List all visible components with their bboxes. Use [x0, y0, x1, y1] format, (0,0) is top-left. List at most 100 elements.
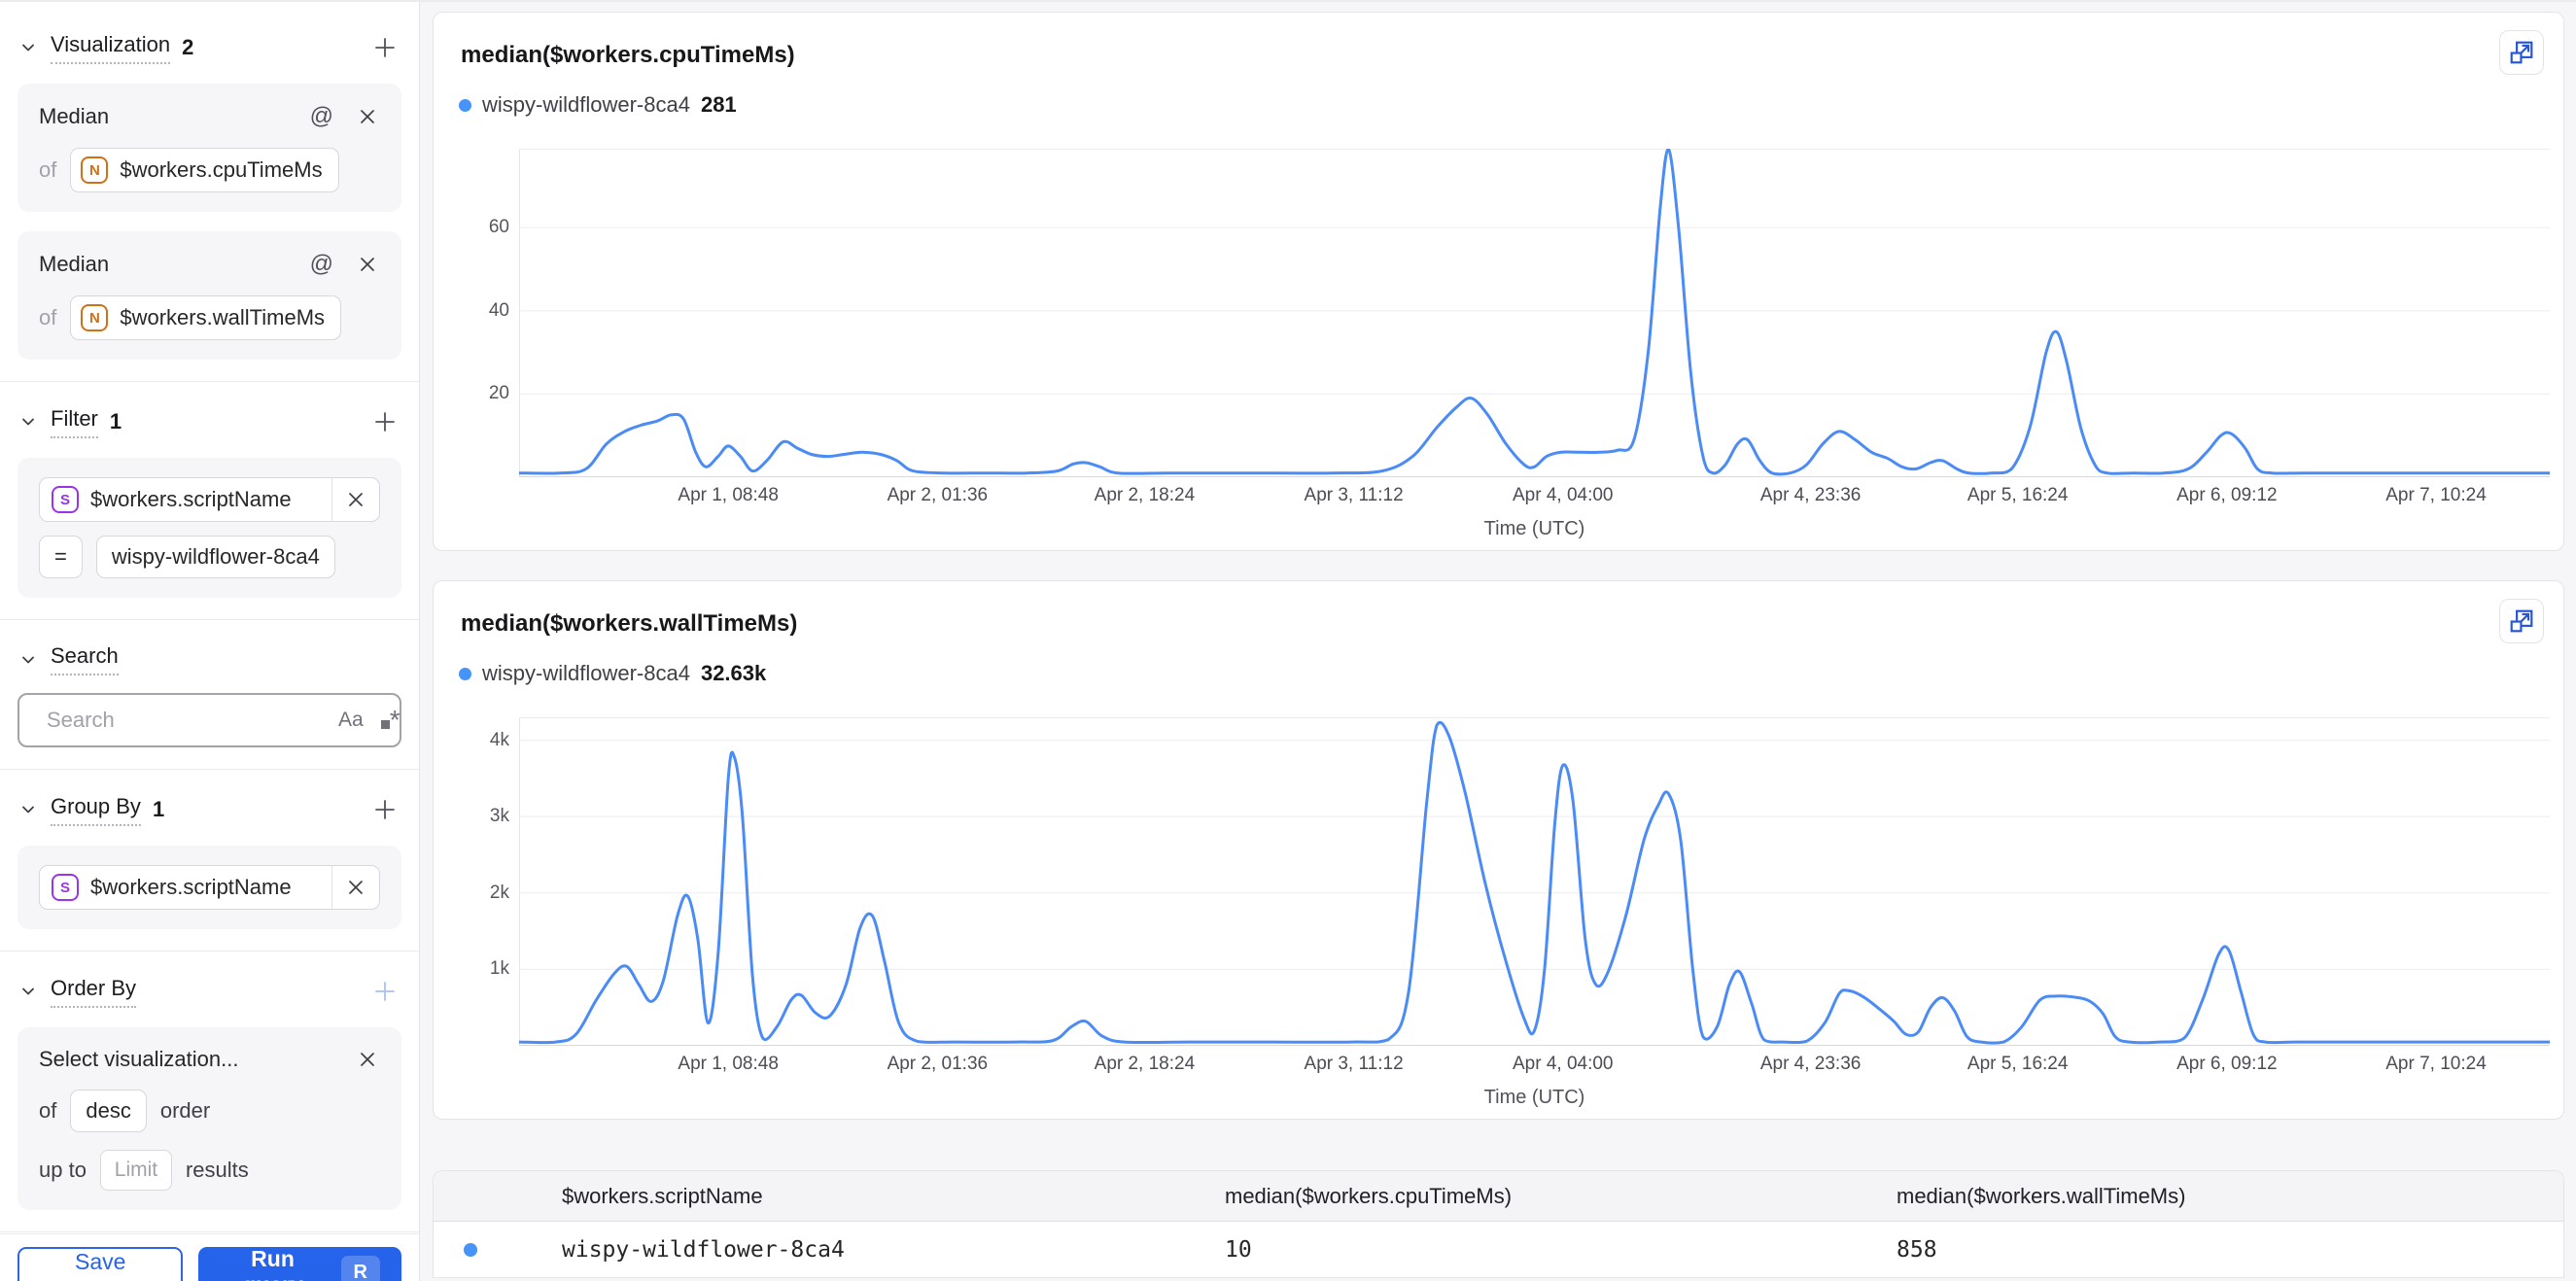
search-section-header[interactable]: Search: [17, 643, 401, 675]
number-field-icon: N: [81, 304, 109, 331]
filter-section-header[interactable]: Filter 1: [17, 405, 401, 438]
add-order-by-button-disabled[interactable]: [368, 975, 401, 1008]
remove-order-by-button[interactable]: [355, 1047, 380, 1072]
legend-series-dot: [459, 667, 471, 680]
expand-icon: [2510, 609, 2533, 633]
query-actions-footer: Save query Run query R: [0, 1233, 419, 1281]
remove-group-by-button[interactable]: [331, 866, 379, 909]
legend-series-name: wispy-wildflower-8ca4: [482, 661, 690, 685]
x-axis-tick-label: Apr 4, 04:00: [1512, 1054, 1614, 1074]
visualization-section-label: Visualization: [51, 32, 171, 64]
x-axis-tick-label: Apr 7, 10:24: [2385, 1054, 2487, 1074]
cell-script-name: wispy-wildflower-8ca4: [562, 1236, 845, 1263]
y-axis-tick-label: 40: [488, 299, 509, 321]
chevron-down-icon: [22, 806, 34, 814]
add-group-by-button[interactable]: [368, 793, 401, 826]
run-query-label: Run query: [242, 1246, 303, 1281]
group-by-section-label: Group By: [51, 794, 141, 826]
legend-series-value: 32.63k: [700, 661, 767, 685]
y-axis-tick-label: 1k: [489, 958, 509, 980]
chevron-down-icon: [22, 656, 34, 663]
y-axis-tick-label: 60: [488, 217, 509, 238]
chart-legend: wispy-wildflower-8ca4 32.63k: [457, 661, 2552, 686]
run-shortcut-badge: R: [340, 1255, 380, 1281]
x-axis-tick-label: Apr 2, 18:24: [1094, 1054, 1196, 1074]
series-line: [517, 720, 2552, 1045]
table-row[interactable]: wispy-wildflower-8ca4 10 858: [434, 1222, 2563, 1278]
cpu-time-chart-plot[interactable]: 20 40 60 Apr 1, 08:48 Apr 2, 01:36 Apr 2, 18:…: [489, 147, 2552, 505]
x-axis-tick-label: Apr 7, 10:24: [2385, 485, 2487, 505]
number-field-icon: N: [81, 156, 109, 184]
up-to-label: up to: [39, 1158, 87, 1182]
x-axis-tick-label: Apr 1, 08:48: [678, 1054, 779, 1074]
add-filter-button[interactable]: [368, 405, 401, 438]
filter-value[interactable]: wispy-wildflower-8ca4: [95, 536, 335, 578]
aggregate-function-label[interactable]: Median: [39, 252, 110, 276]
cell-median-cpu: 10: [1225, 1236, 1252, 1263]
column-header-script-name: $workers.scriptName: [562, 1183, 763, 1208]
x-axis-tick-label: Apr 4, 23:36: [1759, 485, 1862, 505]
chevron-down-icon: [22, 44, 34, 52]
aggregate-options-button[interactable]: @: [309, 103, 333, 129]
field-pill-cpu-time[interactable]: N $workers.cpuTimeMs: [70, 148, 339, 192]
field-name: $workers.cpuTimeMs: [120, 157, 323, 182]
run-query-button[interactable]: Run query R: [198, 1246, 401, 1281]
remove-filter-button[interactable]: [331, 478, 379, 521]
x-axis-tick-label: Apr 5, 16:24: [1967, 1054, 2069, 1074]
x-axis-title: Time (UTC): [1483, 1087, 1585, 1108]
string-field-icon: S: [52, 486, 79, 513]
close-icon: [349, 881, 363, 894]
y-axis-tick-label: 4k: [489, 729, 509, 750]
plus-icon: [375, 38, 395, 57]
column-header-median-cpu: median($workers.cpuTimeMs): [1225, 1183, 1513, 1208]
filter-count: 1: [109, 409, 122, 433]
chevron-down-icon: [22, 987, 34, 995]
of-label: of: [39, 157, 57, 182]
chart-canvas: [517, 717, 2552, 1046]
order-by-section-header[interactable]: Order By: [17, 975, 401, 1008]
visualization-section: Visualization 2 Median @ of N: [0, 2, 419, 382]
plus-icon: [375, 800, 395, 819]
aggregate-options-button[interactable]: @: [309, 251, 333, 277]
regex-icon[interactable]: *: [380, 707, 400, 734]
visualization-section-header[interactable]: Visualization 2: [17, 31, 401, 64]
filter-operator[interactable]: =: [39, 536, 83, 578]
search-section-label: Search: [51, 643, 119, 675]
chevron-down-icon: [22, 418, 34, 426]
x-axis-tick-label: Apr 6, 09:12: [2176, 485, 2278, 505]
x-axis-tick-label: Apr 4, 23:36: [1759, 1054, 1862, 1074]
legend-series-value: 281: [700, 92, 737, 117]
group-by-count: 1: [152, 797, 165, 821]
visualization-card-cpu: Median @ of N $workers.cpuTimeMs: [17, 84, 401, 212]
plot-area: 1k 2k 3k 4k Apr 1, 08:48 Apr 2, 01:36 Apr 2, 1…: [490, 717, 2552, 1109]
match-case-icon[interactable]: Aa: [338, 709, 364, 731]
y-axis-tick-label: 3k: [489, 806, 509, 827]
add-visualization-button[interactable]: [368, 31, 401, 64]
save-query-button[interactable]: Save query: [17, 1247, 184, 1281]
group-by-section: Group By 1 S $workers.scriptName: [0, 770, 419, 952]
filter-field-select[interactable]: S $workers.scriptName: [39, 477, 380, 522]
aggregate-function-label[interactable]: Median: [39, 104, 110, 128]
wall-time-chart-plot[interactable]: 1k 2k 3k 4k Apr 1, 08:48 Apr 2, 01:36 Apr 2, 1…: [490, 717, 2552, 1074]
x-axis-title: Time (UTC): [1483, 518, 1585, 539]
remove-visualization-button[interactable]: [355, 252, 380, 277]
of-label: of: [39, 1098, 57, 1123]
expand-chart-button[interactable]: [2499, 30, 2544, 75]
close-icon: [361, 1053, 374, 1066]
order-by-card: Select visualization... of desc order up…: [17, 1027, 401, 1210]
order-by-visualization-select[interactable]: Select visualization...: [39, 1047, 239, 1071]
legend-series-name: wispy-wildflower-8ca4: [482, 92, 690, 117]
x-axis-tick-label: Apr 6, 09:12: [2176, 1054, 2278, 1074]
search-input[interactable]: [47, 708, 327, 733]
order-direction-select[interactable]: desc: [70, 1090, 147, 1132]
x-axis-tick-label: Apr 2, 18:24: [1094, 485, 1196, 505]
group-by-field-select[interactable]: S $workers.scriptName: [39, 865, 380, 910]
group-by-section-header[interactable]: Group By 1: [17, 793, 401, 826]
limit-input[interactable]: [99, 1150, 172, 1191]
string-field-icon: S: [52, 874, 79, 901]
field-pill-wall-time[interactable]: N $workers.wallTimeMs: [70, 295, 342, 340]
remove-visualization-button[interactable]: [355, 104, 380, 129]
visualization-count: 2: [182, 35, 194, 59]
expand-chart-button[interactable]: [2499, 599, 2544, 643]
